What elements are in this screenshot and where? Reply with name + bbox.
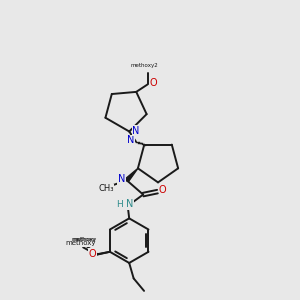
Text: N: N	[126, 200, 134, 209]
Text: O: O	[149, 78, 157, 88]
Text: CH₃: CH₃	[98, 184, 114, 193]
Text: N: N	[127, 135, 134, 145]
Text: H: H	[116, 200, 123, 209]
Text: N: N	[118, 174, 125, 184]
Polygon shape	[125, 168, 138, 182]
Text: O: O	[88, 250, 96, 260]
Text: N: N	[132, 126, 140, 136]
Text: O: O	[159, 185, 166, 195]
Text: methoxy2: methoxy2	[130, 63, 158, 68]
Text: methoxy: methoxy	[72, 237, 96, 242]
Text: methoxy: methoxy	[65, 240, 95, 246]
Text: methoxy: methoxy	[73, 236, 97, 242]
Text: O: O	[88, 249, 96, 259]
